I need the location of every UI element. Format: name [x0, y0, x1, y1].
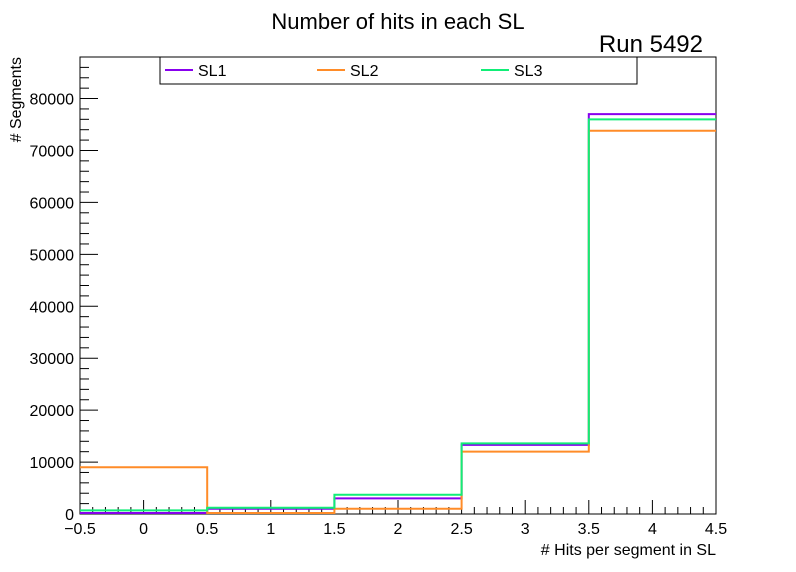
- y-tick-label: 0: [65, 507, 74, 524]
- x-tick-label: 3: [521, 521, 530, 538]
- y-tick-label: 20000: [30, 403, 75, 420]
- x-tick-label: 3.5: [578, 521, 600, 538]
- y-axis-label: # Segments: [8, 57, 25, 142]
- series-line-sl2: [80, 129, 716, 514]
- chart-title: Number of hits in each SL: [271, 9, 524, 34]
- run-label: Run 5492: [599, 31, 703, 58]
- legend-label-sl3: SL3: [514, 63, 543, 80]
- y-tick-label: 70000: [30, 143, 75, 160]
- legend-entries: SL1 SL2 SL3: [165, 63, 543, 80]
- legend-label-sl2: SL2: [350, 63, 379, 80]
- series-line-sl3: [80, 118, 716, 512]
- legend-label-sl1: SL1: [198, 63, 227, 80]
- x-tick-label: 2: [394, 521, 403, 538]
- plot-frame: [79, 56, 717, 515]
- legend: SL1 SL2 SL3: [159, 56, 638, 85]
- x-axis-ticks: −0.5 0 0.5 1 1.5 2 2.5 3 3.5 4 4.5: [64, 500, 727, 538]
- y-tick-label: 40000: [30, 299, 75, 316]
- series-line-sl1: [80, 113, 716, 514]
- x-axis-label: # Hits per segment in SL: [541, 542, 716, 559]
- x-tick-label: 0: [139, 521, 148, 538]
- y-tick-label: 80000: [30, 92, 75, 109]
- y-tick-label: 50000: [30, 247, 75, 264]
- x-tick-label: 4: [648, 521, 657, 538]
- x-tick-label: 4.5: [705, 521, 727, 538]
- x-tick-label: 2.5: [450, 521, 472, 538]
- x-tick-label: 1.5: [323, 521, 345, 538]
- x-tick-label: 1: [266, 521, 275, 538]
- legend-box: [159, 56, 638, 85]
- x-tick-label: 0.5: [196, 521, 218, 538]
- histogram-series: [80, 113, 716, 514]
- x-tick-label: −0.5: [64, 521, 96, 538]
- y-tick-label: 10000: [30, 455, 75, 472]
- y-tick-label: 60000: [30, 195, 75, 212]
- y-tick-label: 30000: [30, 351, 75, 368]
- y-axis-ticks: 0 10000 20000 30000 40000 50000 60000 70000 8000…: [30, 56, 98, 524]
